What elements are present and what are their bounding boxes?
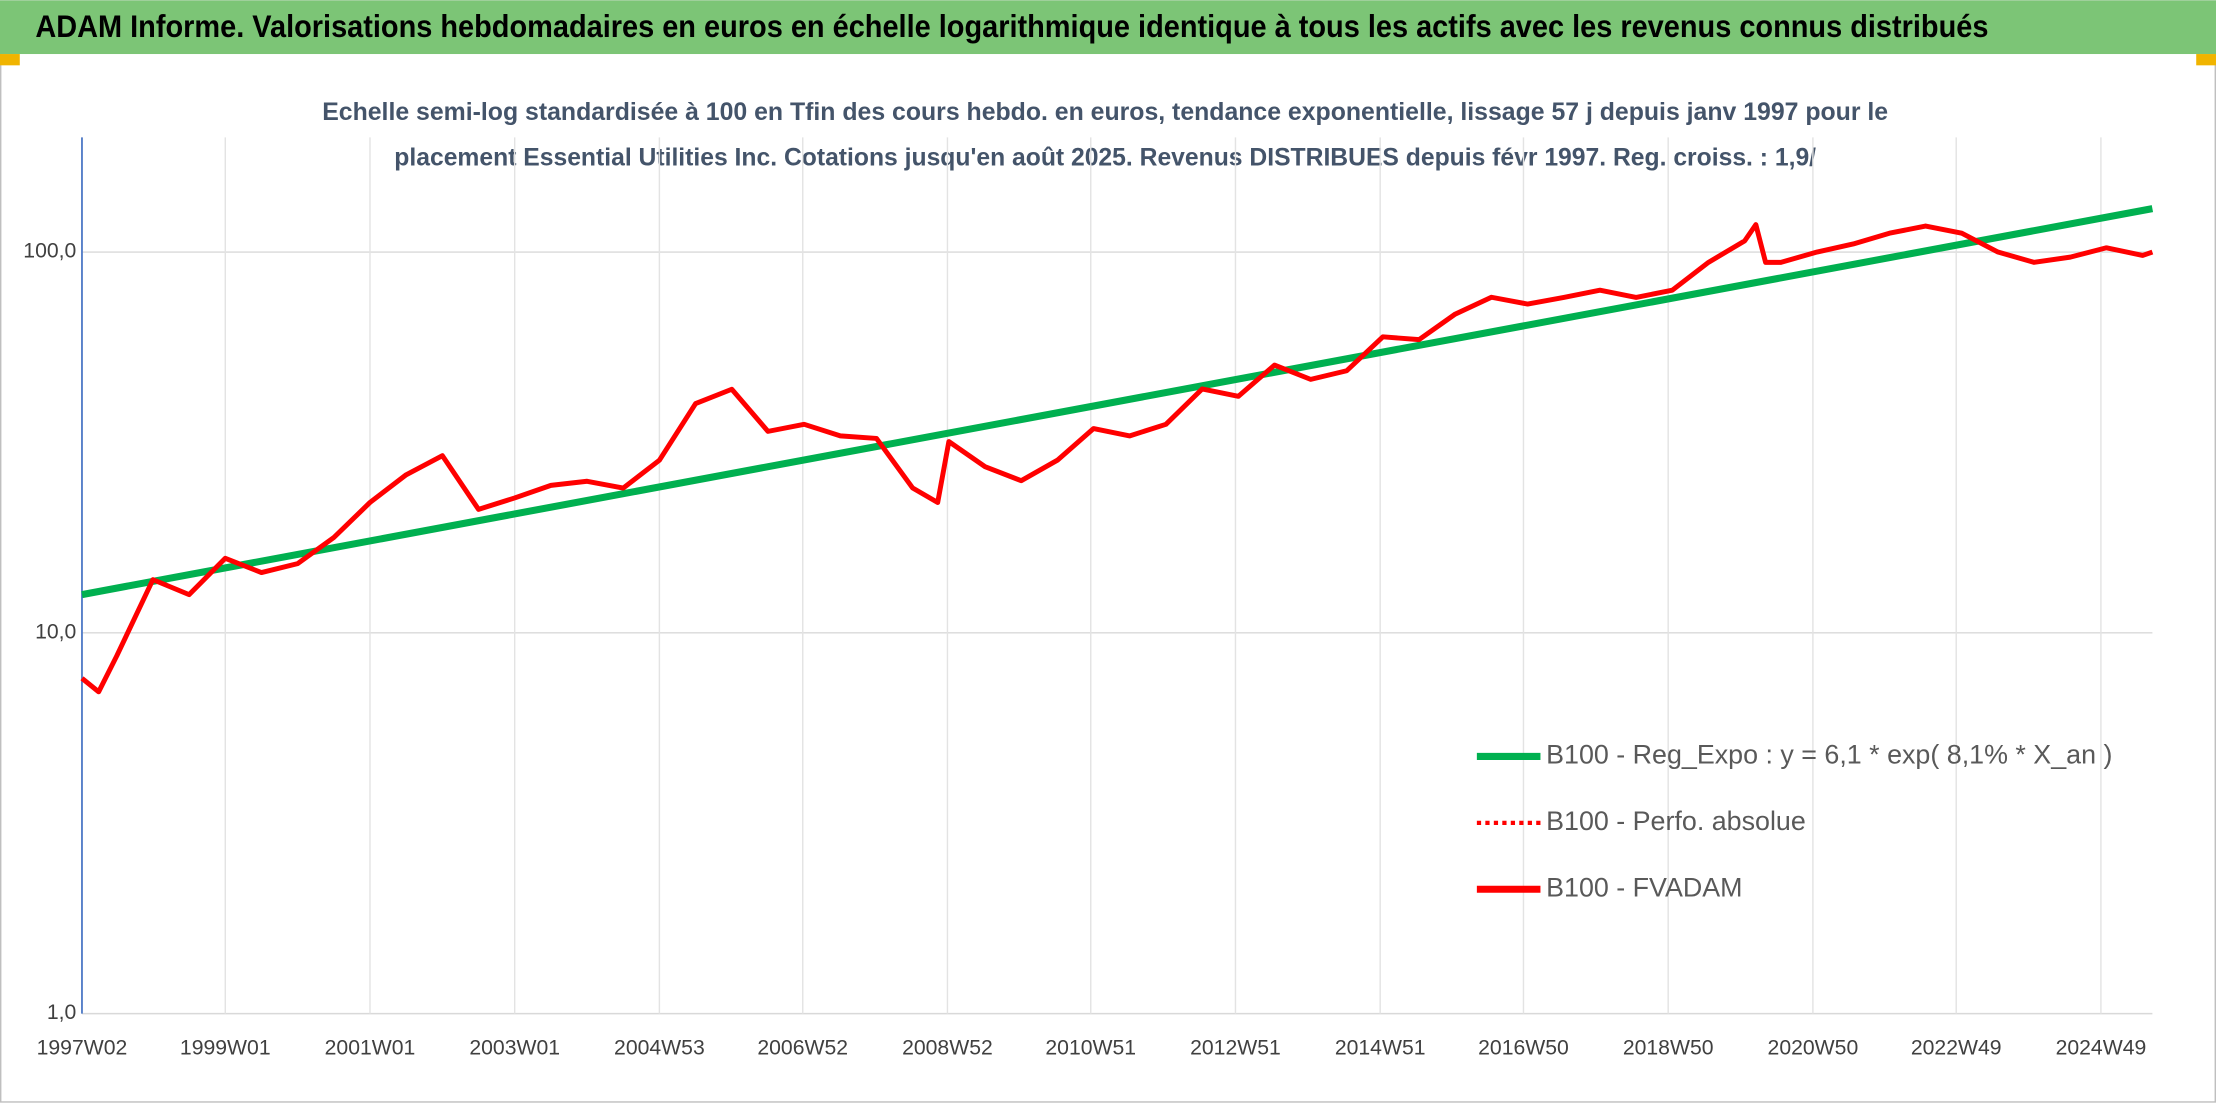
legend-label: B100 - Perfo. absolue	[1546, 806, 1806, 836]
x-tick-label: 2024W49	[2056, 1037, 2147, 1060]
header-bar	[0, 0, 2216, 55]
x-tick-label: 2010W51	[1045, 1037, 1136, 1060]
corner	[0, 54, 20, 66]
y-tick-label: 10,0	[35, 620, 76, 643]
y-tick-label: 1,0	[47, 1001, 76, 1024]
series-line	[80, 222, 2154, 695]
chart-title: placement Essential Utilities Inc. Cotat…	[394, 143, 1816, 171]
x-tick-label: 2003W01	[469, 1037, 560, 1060]
x-tick-label: 2016W50	[1478, 1037, 1569, 1060]
series-line	[81, 205, 2154, 599]
header-title: ADAM Informe. Valorisations hebdomadaire…	[35, 9, 1988, 44]
x-tick-label: 2020W50	[1768, 1037, 1859, 1060]
x-tick-label: 2001W01	[325, 1037, 416, 1060]
x-tick-label: 2006W52	[757, 1037, 848, 1060]
x-tick-label: 2008W52	[902, 1037, 993, 1060]
x-tick-label: 2014W51	[1335, 1037, 1426, 1060]
x-tick-label: 1999W01	[180, 1037, 271, 1060]
x-tick-label: 2004W53	[614, 1037, 705, 1060]
y-tick-label: 100,0	[23, 240, 76, 263]
x-tick-label: 2018W50	[1623, 1037, 1714, 1060]
x-tick-label: 2012W51	[1190, 1037, 1281, 1060]
legend-label: B100 - FVADAM	[1546, 872, 1742, 902]
x-tick-label: 1997W02	[37, 1037, 128, 1060]
plot: 1,0 10,0 100,0 1997W02 1999W01 2001W01 2003W01…	[23, 137, 2154, 1060]
legend-label: B100 - Reg_Expo : y = 6,1 * exp( 8,1% * …	[1546, 740, 2112, 770]
chart-title: Echelle semi-log standardisée à 100 en T…	[322, 98, 1888, 126]
x-tick-label: 2022W49	[1911, 1037, 2002, 1060]
corner	[2196, 54, 2216, 66]
